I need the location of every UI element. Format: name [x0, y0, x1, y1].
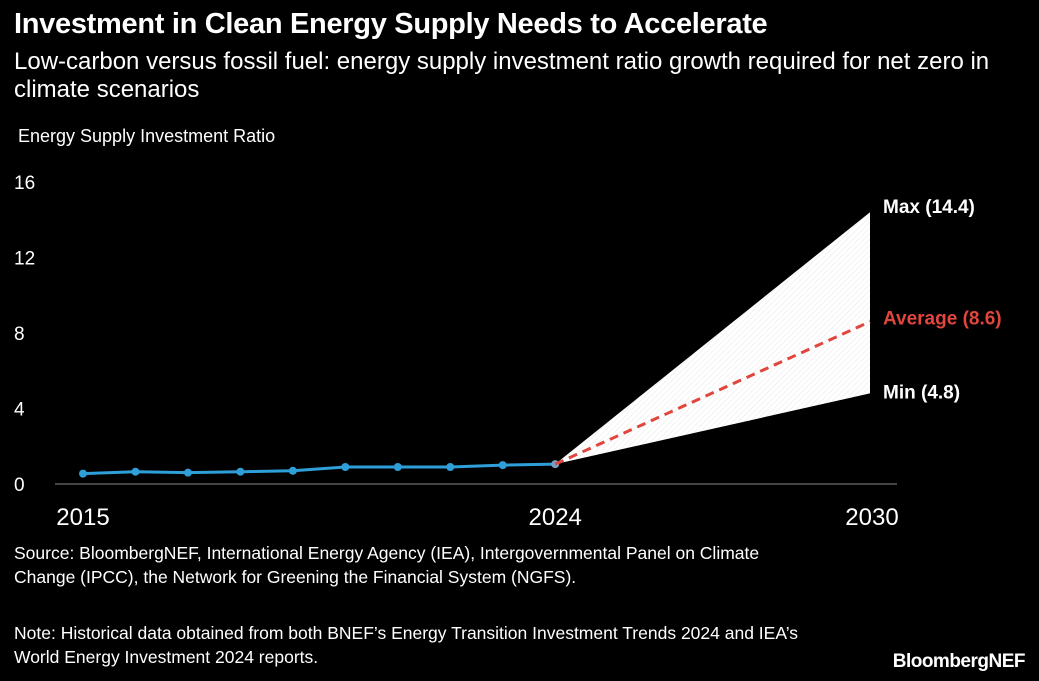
historical-point: [446, 463, 455, 472]
x-tick-label: 2015: [56, 504, 109, 531]
average-line: [554, 320, 871, 466]
x-tick-label: 2024: [529, 504, 582, 531]
y-axis-label: Energy Supply Investment Ratio: [18, 126, 276, 146]
historical-point: [79, 469, 87, 478]
historical-point: [236, 467, 245, 476]
chart-subtitle: Low-carbon versus fossil fuel: energy su…: [14, 48, 990, 103]
y-tick-label: 0: [14, 475, 25, 496]
historical-point: [183, 468, 192, 477]
historical-point: [341, 463, 350, 472]
x-tick-label: 2030: [845, 504, 898, 531]
chart-title: Investment in Clean Energy Supply Needs …: [14, 8, 768, 40]
historical-line: [82, 462, 556, 476]
y-tick-label: 8: [14, 324, 25, 345]
chart-canvas: 0 4 8 12 16 2015 2024 2030 Max (14.4) Average (…: [14, 173, 1002, 531]
min-annotation: Min (4.8): [883, 382, 960, 403]
y-tick-label: 16: [14, 173, 35, 194]
historical-point: [288, 466, 297, 475]
historical-point: [393, 463, 402, 472]
y-tick-label: 12: [14, 249, 35, 270]
y-tick-label: 4: [14, 400, 25, 421]
bloombergnef-logo: BloombergNEF: [892, 651, 1026, 672]
average-annotation: Average (8.6): [883, 309, 1002, 330]
historical-point: [498, 461, 507, 470]
source-note: Source: BloombergNEF, International Ener…: [14, 543, 760, 587]
scenario-range-band: [555, 212, 870, 465]
data-note: Note: Historical data obtained from both…: [14, 623, 799, 667]
historical-point: [131, 467, 140, 476]
max-annotation: Max (14.4): [883, 197, 975, 218]
